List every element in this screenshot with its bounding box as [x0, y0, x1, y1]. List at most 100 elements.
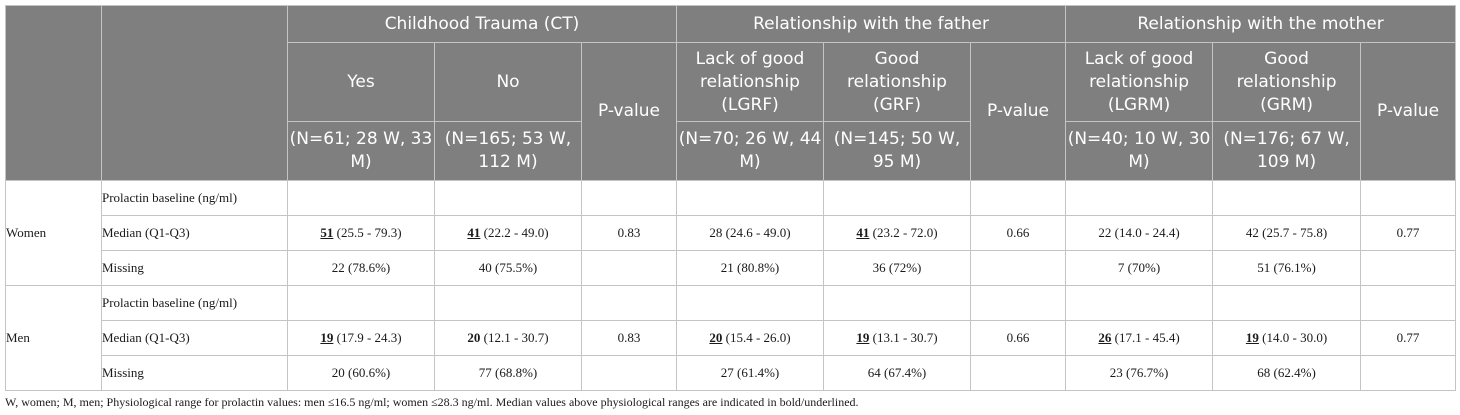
- table-row: Missing 22 (78.6%) 40 (75.5%) 21 (80.8%)…: [6, 250, 1457, 286]
- header-ct-no: No: [434, 42, 582, 122]
- table-cell: [1212, 285, 1362, 321]
- median-range: (17.9 - 24.3): [333, 330, 402, 345]
- median-cell: 20 (12.1 - 30.7): [434, 320, 582, 356]
- table-row: Women Prolactin baseline (ng/ml): [5, 180, 1457, 286]
- header-childhood-trauma: Childhood Trauma (CT): [286, 5, 678, 43]
- table-cell: [676, 285, 825, 321]
- missing-cell: 22 (78.6%): [287, 250, 435, 286]
- median-cell: 41 (22.2 - 49.0): [434, 215, 582, 251]
- table-cell: [434, 285, 582, 321]
- median-range: (14.0 - 24.4): [1111, 225, 1180, 240]
- pvalue-cell: 0.66: [970, 215, 1067, 251]
- header-grm-n: (N=176; 67 W, 109 M): [1212, 121, 1362, 181]
- table-cell: [970, 355, 1067, 391]
- missing-cell: 21 (80.8%): [676, 250, 825, 286]
- missing-cell: 40 (75.5%): [434, 250, 582, 286]
- table-cell: [1360, 285, 1457, 321]
- group-label-women: Women: [5, 180, 102, 286]
- header-ct-yes-n: (N=61; 28 W, 33 M): [287, 121, 435, 181]
- median-range: (25.7 - 75.8): [1258, 225, 1328, 240]
- missing-cell: 20 (60.6%): [287, 355, 435, 391]
- missing-cell: 68 (62.4%): [1212, 355, 1362, 391]
- row-label-prolactin: Prolactin baseline (ng/ml): [101, 180, 288, 216]
- header-lgrf: Lack of good relationship (LGRF): [676, 42, 825, 122]
- median-range: (25.5 - 79.3): [333, 225, 402, 240]
- median-cell: 51 (25.5 - 79.3): [287, 215, 435, 251]
- pvalue-cell: 0.66: [970, 320, 1067, 356]
- header-pvalue-ct: P-value: [580, 42, 678, 181]
- median-cell: 26 (17.1 - 45.4): [1065, 320, 1214, 356]
- header-lgrm: Lack of good relationship (LGRM): [1065, 42, 1214, 122]
- table-cell: [970, 250, 1067, 286]
- pvalue-cell: 0.83: [580, 320, 678, 356]
- median-value: 28: [709, 225, 723, 240]
- median-range: (13.1 - 30.7): [869, 330, 938, 345]
- median-cell: 22 (14.0 - 24.4): [1065, 215, 1214, 251]
- table-cell: [823, 285, 972, 321]
- header-empty-cell: [101, 5, 288, 181]
- header-empty-cell: [5, 5, 102, 181]
- group-label-men: Men: [5, 285, 102, 391]
- median-cell: 28 (24.6 - 49.0): [676, 215, 825, 251]
- table-cell: [676, 180, 825, 216]
- median-value: 19: [320, 330, 334, 345]
- median-range: (12.1 - 30.7): [480, 330, 549, 345]
- table-cell: [287, 180, 435, 216]
- median-cell: 19 (17.9 - 24.3): [287, 320, 435, 356]
- median-range: (14.0 - 30.0): [1258, 330, 1328, 345]
- median-value: 42: [1245, 225, 1259, 240]
- prolactin-table: Childhood Trauma (CT) Relationship with …: [5, 5, 1457, 391]
- table-cell: [580, 250, 678, 286]
- median-cell: 20 (15.4 - 26.0): [676, 320, 825, 356]
- row-label-median: Median (Q1-Q3): [101, 215, 288, 251]
- row-label-missing: Missing: [101, 355, 288, 391]
- median-value: 19: [856, 330, 870, 345]
- missing-cell: 23 (76.7%): [1065, 355, 1214, 391]
- median-cell: 42 (25.7 - 75.8): [1212, 215, 1362, 251]
- median-range: (24.6 - 49.0): [722, 225, 791, 240]
- table-cell: [970, 180, 1067, 216]
- median-value: 20: [467, 330, 481, 345]
- table-cell: [287, 285, 435, 321]
- table-cell: [580, 180, 678, 216]
- median-range: (17.1 - 45.4): [1111, 330, 1180, 345]
- median-cell: 19 (14.0 - 30.0): [1212, 320, 1362, 356]
- table-row: Median (Q1-Q3) 51 (25.5 - 79.3) 41 (22.2…: [6, 215, 1457, 251]
- table-cell: [1212, 180, 1362, 216]
- median-value: 41: [856, 225, 870, 240]
- header-lgrm-n: (N=40; 10 W, 30 M): [1065, 121, 1214, 181]
- table-row: Men Prolactin baseline (ng/ml): [5, 285, 1457, 391]
- median-value: 22: [1098, 225, 1112, 240]
- pvalue-cell: 0.83: [580, 215, 678, 251]
- median-value: 41: [467, 225, 481, 240]
- missing-cell: 27 (61.4%): [676, 355, 825, 391]
- table-cell: [1360, 355, 1457, 391]
- table-cell: [1360, 250, 1457, 286]
- table-cell: [823, 180, 972, 216]
- row-label-median: Median (Q1-Q3): [101, 320, 288, 356]
- missing-cell: 7 (70%): [1065, 250, 1214, 286]
- header-pvalue-mother: P-value: [1360, 42, 1457, 181]
- median-value: 26: [1098, 330, 1112, 345]
- median-range: (22.2 - 49.0): [480, 225, 549, 240]
- table-cell: [434, 180, 582, 216]
- median-value: 20: [709, 330, 723, 345]
- median-range: (15.4 - 26.0): [722, 330, 791, 345]
- header-grf-n: (N=145; 50 W, 95 M): [823, 121, 972, 181]
- table-cell: [1065, 285, 1214, 321]
- header-ct-no-n: (N=165; 53 W, 112 M): [434, 121, 582, 181]
- missing-cell: 36 (72%): [823, 250, 972, 286]
- table-footnote: W, women; M, men; Physiological range fo…: [5, 395, 859, 409]
- header-relationship-mother: Relationship with the mother: [1065, 5, 1457, 43]
- row-label-missing: Missing: [101, 250, 288, 286]
- table-cell: [580, 355, 678, 391]
- median-cell: 41 (23.2 - 72.0): [823, 215, 972, 251]
- header-pvalue-father: P-value: [970, 42, 1067, 181]
- header-grf: Good relationship (GRF): [823, 42, 972, 122]
- missing-cell: 77 (68.8%): [434, 355, 582, 391]
- missing-cell: 51 (76.1%): [1212, 250, 1362, 286]
- table-cell: [1065, 180, 1214, 216]
- table-cell: [580, 285, 678, 321]
- median-value: 51: [320, 225, 334, 240]
- table-row: Median (Q1-Q3) 19 (17.9 - 24.3) 20 (12.1…: [6, 320, 1457, 356]
